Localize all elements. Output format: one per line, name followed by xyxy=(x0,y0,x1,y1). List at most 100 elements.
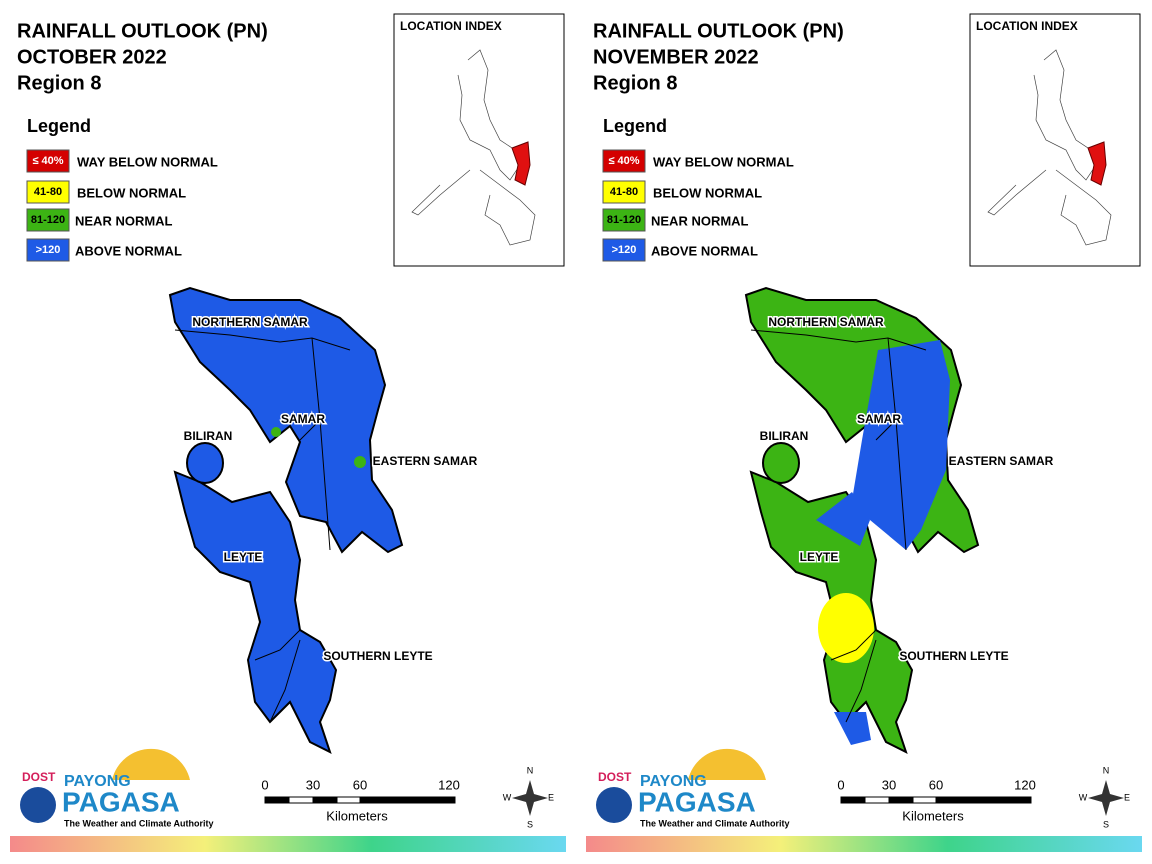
region-highlight xyxy=(1087,141,1107,186)
legend-range: ≤ 40% xyxy=(608,155,639,167)
logo-seal xyxy=(596,787,632,823)
legend-label: WAY BELOW NORMAL xyxy=(77,154,218,169)
scale-segment xyxy=(288,796,314,804)
boundary xyxy=(269,639,301,723)
biliran xyxy=(762,442,800,484)
compass-letter: S xyxy=(527,819,533,829)
legend-range: 81-120 xyxy=(31,214,65,226)
ph-outline xyxy=(479,169,536,246)
legend-range: >120 xyxy=(612,244,637,256)
region-label: NORTHERN SAMAR xyxy=(768,315,884,329)
ph-outline xyxy=(411,169,471,216)
legend-label: ABOVE NORMAL xyxy=(651,243,758,258)
boundary xyxy=(830,629,877,661)
region-label: EASTERN SAMAR xyxy=(373,454,478,468)
region-highlight xyxy=(511,141,531,186)
scale-tick: 30 xyxy=(306,777,320,792)
boundary xyxy=(875,419,897,441)
region-label: LEYTE xyxy=(800,550,839,564)
legend-range: ≤ 40% xyxy=(32,155,63,167)
compass-letter: N xyxy=(1103,765,1110,775)
scale-segment xyxy=(312,796,338,804)
scale-tick: 120 xyxy=(438,777,460,792)
legend-title: Legend xyxy=(603,116,667,136)
scale-segment xyxy=(935,796,1032,804)
compass-rose xyxy=(1088,780,1124,816)
legend-swatch xyxy=(602,180,646,204)
scale-segment xyxy=(840,796,866,804)
legend-range: 41-80 xyxy=(34,186,62,198)
legend-label: NEAR NORMAL xyxy=(651,213,749,228)
title-line: RAINFALL OUTLOOK (PN) xyxy=(593,20,844,42)
compass-letter: E xyxy=(548,792,554,802)
legend-range: >120 xyxy=(36,244,61,256)
logo-dost: DOST xyxy=(22,770,56,784)
region-label: LEYTE xyxy=(224,550,263,564)
title-line: Region 8 xyxy=(17,72,101,94)
scale-tick: 0 xyxy=(837,777,844,792)
region-label: SOUTHERN LEYTE xyxy=(323,649,432,663)
legend-range: 81-120 xyxy=(607,214,641,226)
logo-tagline: The Weather and Climate Authority xyxy=(64,818,214,828)
logo-tagline: The Weather and Climate Authority xyxy=(640,818,790,828)
scale-unit: Kilometers xyxy=(326,808,388,823)
boundary xyxy=(299,419,321,441)
patch xyxy=(852,340,950,550)
compass-letter: N xyxy=(527,765,534,775)
region-label: NORTHERN SAMAR xyxy=(192,315,308,329)
logo-pagasa: PAGASA xyxy=(62,786,180,817)
leyte xyxy=(173,470,338,754)
scale-tick: 120 xyxy=(1014,777,1036,792)
compass-letter: S xyxy=(1103,819,1109,829)
region-label: SOUTHERN LEYTE xyxy=(899,649,1008,663)
location-index-title: LOCATION INDEX xyxy=(976,19,1078,33)
logo-payong: PAYONG xyxy=(64,773,131,790)
patch xyxy=(818,593,874,663)
scale-segment xyxy=(888,796,914,804)
legend-swatch xyxy=(26,149,70,173)
legend-swatch xyxy=(26,238,70,262)
scale-segment xyxy=(912,796,937,804)
region-label: BILIRAN xyxy=(760,429,809,443)
legend-label: WAY BELOW NORMAL xyxy=(653,154,794,169)
compass-letter: W xyxy=(1079,792,1088,802)
boundary xyxy=(845,639,877,723)
legend-swatch xyxy=(602,208,646,232)
panel: RAINFALL OUTLOOK (PN) NOVEMBER 2022 Region… xyxy=(586,13,1142,852)
scale-segment xyxy=(264,796,290,804)
legend-swatch xyxy=(602,238,646,262)
region-label: SAMAR xyxy=(857,412,901,426)
logo-umbrella xyxy=(688,748,766,780)
rainbow-bar xyxy=(586,836,1142,852)
patch xyxy=(271,427,281,437)
legend-range: 41-80 xyxy=(610,186,638,198)
legend-label: NEAR NORMAL xyxy=(75,213,173,228)
legend-label: ABOVE NORMAL xyxy=(75,243,182,258)
legend-label: BELOW NORMAL xyxy=(653,185,762,200)
patch xyxy=(816,492,870,546)
scale-segment xyxy=(864,796,890,804)
logo-pagasa: PAGASA xyxy=(638,786,756,817)
ph-outline xyxy=(1055,169,1112,246)
legend-swatch xyxy=(26,208,70,232)
logo-payong: PAYONG xyxy=(640,773,707,790)
region-label: BILIRAN xyxy=(184,429,233,443)
legend-title: Legend xyxy=(27,116,91,136)
boundary xyxy=(750,329,927,351)
patch xyxy=(354,456,366,468)
location-index-title: LOCATION INDEX xyxy=(400,19,502,33)
logo-umbrella xyxy=(112,748,190,780)
logo-dost: DOST xyxy=(598,770,632,784)
region-label: EASTERN SAMAR xyxy=(949,454,1054,468)
scale-tick: 60 xyxy=(353,777,367,792)
boundary xyxy=(174,329,351,351)
region-label: SAMAR xyxy=(281,412,325,426)
patch xyxy=(834,712,871,745)
scale-segment xyxy=(359,796,456,804)
boundary xyxy=(254,629,301,661)
scale-tick: 30 xyxy=(882,777,896,792)
scale-tick: 60 xyxy=(929,777,943,792)
legend-swatch xyxy=(26,180,70,204)
title-line: RAINFALL OUTLOOK (PN) xyxy=(17,20,268,42)
